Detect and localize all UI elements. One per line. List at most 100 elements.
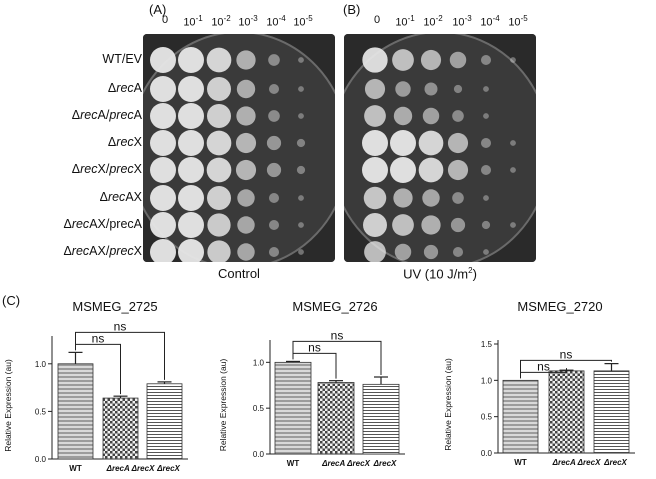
colony-spot xyxy=(235,132,257,154)
colony-spot xyxy=(178,212,204,238)
colony-spot xyxy=(364,78,386,100)
significance-bracket xyxy=(520,359,612,373)
dilution-label: 10-3 xyxy=(238,14,258,29)
strain-label: ΔrecAX xyxy=(99,190,142,204)
significance-bracket xyxy=(292,340,382,375)
panel-b-label: (B) xyxy=(343,2,361,17)
y-tick-label: 1.0 xyxy=(253,358,265,367)
ns-annotation: ns xyxy=(560,347,573,361)
colony-spot xyxy=(268,83,280,95)
colony-spot xyxy=(422,107,440,125)
bar xyxy=(502,379,539,454)
strain-label: ΔrecX/precX xyxy=(71,162,142,176)
bar-chart-msmeg-2720: MSMEG_2720 Relative Expression (au) 0.0 0.5… xyxy=(443,299,635,467)
colony-spot xyxy=(424,82,438,96)
colony-spot xyxy=(510,57,516,63)
bar xyxy=(317,382,355,455)
colony-spot xyxy=(363,213,387,237)
strain-label: ΔrecAX/precX xyxy=(63,244,142,258)
colony-spot xyxy=(150,212,176,238)
colony-spot xyxy=(390,157,416,183)
colony-spot xyxy=(298,113,304,119)
ns-annotation: ns xyxy=(331,328,344,342)
colony-spot xyxy=(237,243,255,261)
dilution-label: 10-5 xyxy=(508,14,528,29)
strain-label: ΔrecAX/precA xyxy=(63,217,142,231)
y-tick-label: 0.5 xyxy=(253,404,265,413)
dilution-label: 10-2 xyxy=(423,14,443,29)
x-tick-label: WT xyxy=(514,458,527,467)
colony-spot xyxy=(150,130,176,156)
colony-spot xyxy=(447,132,469,154)
x-tick-label: ΔrecX xyxy=(603,458,627,467)
significance-bracket xyxy=(520,368,567,379)
dilution-label: 10-3 xyxy=(452,14,472,29)
dilution-label: 0 xyxy=(161,14,169,26)
dilution-label: 10-5 xyxy=(293,14,313,29)
y-axis-label: Relative Expression (au) xyxy=(443,358,453,451)
colony-spot xyxy=(178,76,204,102)
colony-spot xyxy=(481,220,491,230)
colony-spot xyxy=(394,243,412,261)
ns-annotation: ns xyxy=(537,359,550,373)
colony-spot xyxy=(483,249,489,255)
colony-spot xyxy=(422,189,440,207)
dilution-label: 10-4 xyxy=(266,14,286,29)
significance-bracket xyxy=(75,331,165,380)
y-axis-label: Relative Expression (au) xyxy=(3,359,13,452)
colony-spot xyxy=(206,130,232,156)
bar xyxy=(57,363,94,460)
colony-spot xyxy=(480,137,492,149)
colony-spot xyxy=(150,76,176,102)
significance-bracket xyxy=(292,352,337,379)
bar-chart-msmeg-2725: MSMEG_2725 Relative Expression (au) 0.0 0.5… xyxy=(3,299,188,473)
colony-spot xyxy=(178,130,204,156)
colony-spot xyxy=(483,195,489,201)
colony-spot xyxy=(150,157,176,183)
bar xyxy=(146,383,183,460)
bar xyxy=(362,383,400,455)
colony-spot xyxy=(207,213,231,237)
colony-spot xyxy=(207,104,231,128)
colony-spot xyxy=(178,47,204,73)
chart-title: MSMEG_2720 xyxy=(517,299,602,314)
colony-spot xyxy=(450,217,466,233)
colony-spot xyxy=(298,222,304,228)
dilution-label: 10-1 xyxy=(183,14,203,29)
dilution-label: 10-2 xyxy=(211,14,231,29)
colony-spot xyxy=(393,106,413,126)
colony-spot xyxy=(236,106,256,126)
colony-spot xyxy=(483,86,489,92)
colony-spot xyxy=(150,185,176,211)
colony-spot xyxy=(420,49,442,71)
y-tick-label: 1.0 xyxy=(35,360,47,369)
colony-spot xyxy=(150,103,176,129)
colony-spot xyxy=(150,239,176,262)
bar xyxy=(102,397,139,460)
colony-spot xyxy=(178,185,204,211)
colony-spot xyxy=(178,239,204,262)
significance-bracket xyxy=(75,343,121,395)
x-tick-label: ΔrecA ΔrecX xyxy=(321,459,370,468)
colony-spot xyxy=(268,246,280,258)
dilution-label: 10-1 xyxy=(395,14,415,29)
control-plate-image xyxy=(143,34,335,262)
uv-plate xyxy=(344,34,536,262)
uv-plate-image xyxy=(344,34,536,262)
colony-spot xyxy=(480,54,492,66)
strain-label: ΔrecA xyxy=(107,81,142,95)
colony-spot xyxy=(266,135,282,151)
strain-label: ΔrecX xyxy=(107,135,142,149)
colony-spot xyxy=(449,51,467,69)
colony-spot xyxy=(392,49,414,71)
strain-label: WT/EV xyxy=(102,52,142,66)
colony-spot xyxy=(483,113,489,119)
colony-spot xyxy=(298,249,304,255)
colony-spot xyxy=(266,162,282,178)
y-tick-label: 0.0 xyxy=(35,455,47,464)
ns-annotation: ns xyxy=(308,340,321,354)
colony-spot xyxy=(510,167,516,173)
colony-spot xyxy=(362,130,388,156)
colony-spot xyxy=(207,186,231,210)
y-tick-label: 1.5 xyxy=(481,340,493,349)
